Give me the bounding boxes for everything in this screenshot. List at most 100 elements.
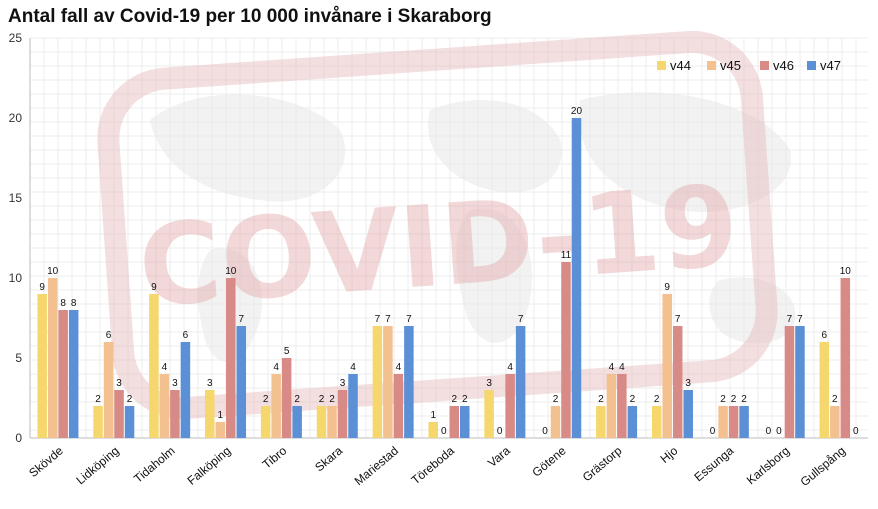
bar-v44 <box>428 422 438 438</box>
data-label: 0 <box>497 426 503 437</box>
bar-v47 <box>124 406 135 438</box>
bar-v45 <box>718 406 728 438</box>
x-tick-label: Vara <box>485 443 513 470</box>
bar-v46 <box>840 278 851 438</box>
x-tick-label: Tibro <box>260 443 290 471</box>
data-label: 4 <box>507 362 513 373</box>
x-tick-label: Götene <box>529 443 568 479</box>
data-label: 7 <box>406 314 412 325</box>
data-label: 2 <box>731 394 737 405</box>
data-label: 3 <box>116 378 122 389</box>
data-label: 6 <box>822 330 828 341</box>
data-label: 20 <box>571 106 583 117</box>
data-label: 7 <box>385 314 391 325</box>
x-tick-label: Falköping <box>185 444 234 488</box>
bar-v45 <box>383 326 393 438</box>
data-label: 2 <box>294 394 300 405</box>
bar-v45 <box>215 422 226 438</box>
bar-v44 <box>316 406 327 438</box>
data-label: 1 <box>430 410 436 421</box>
y-tick-label: 20 <box>9 111 23 125</box>
x-tick-label: Skövde <box>26 443 66 480</box>
data-label: 3 <box>486 378 492 389</box>
bar-v46 <box>226 278 236 438</box>
world-map-shape <box>578 92 792 212</box>
bar-v46 <box>337 390 348 438</box>
data-label: 3 <box>340 378 346 389</box>
bar-v47 <box>795 326 805 438</box>
bar-v47 <box>627 406 638 438</box>
bar-v44 <box>93 406 103 438</box>
legend-swatch-v46 <box>760 61 769 70</box>
bar-v47 <box>292 406 302 438</box>
bar-v44 <box>651 406 662 438</box>
data-label: 2 <box>553 394 559 405</box>
x-tick-label: Tidaholm <box>131 444 177 486</box>
data-label: 2 <box>127 394 133 405</box>
bar-v44 <box>819 342 830 438</box>
bar-v47 <box>683 390 693 438</box>
data-label: 0 <box>853 426 859 437</box>
x-tick-label: Skara <box>312 443 345 474</box>
data-label: 6 <box>106 330 112 341</box>
bar-v44 <box>37 294 47 438</box>
bar-v47 <box>404 326 414 438</box>
data-label: 7 <box>375 314 381 325</box>
covid-stamp-watermark: COVID-19 <box>97 30 796 420</box>
bar-v46 <box>617 374 627 438</box>
y-tick-label: 15 <box>9 191 23 205</box>
data-label: 4 <box>273 362 279 373</box>
bar-v45 <box>327 406 337 438</box>
bar-v46 <box>505 374 515 438</box>
data-label: 7 <box>239 314 245 325</box>
data-label: 9 <box>151 282 157 293</box>
data-label: 7 <box>797 314 803 325</box>
data-label: 9 <box>39 282 45 293</box>
x-tick-label: Lidköping <box>73 444 121 488</box>
data-label: 10 <box>225 266 237 277</box>
bar-v44 <box>149 294 159 438</box>
x-tick-label: Töreboda <box>409 443 458 487</box>
bar-v47 <box>571 118 582 438</box>
data-label: 0 <box>710 426 716 437</box>
data-label: 7 <box>787 314 793 325</box>
legend-label-v46: v46 <box>773 58 794 73</box>
legend-swatch-v47 <box>807 61 816 70</box>
bar-v46 <box>170 390 180 438</box>
y-tick-label: 25 <box>9 31 23 45</box>
x-tick-label: Gullspång <box>798 444 848 489</box>
data-label: 0 <box>441 426 447 437</box>
legend-swatch-v45 <box>707 61 716 70</box>
data-label: 4 <box>609 362 615 373</box>
legend-swatch-v44 <box>657 61 666 70</box>
data-label: 4 <box>162 362 168 373</box>
data-label: 2 <box>329 394 335 405</box>
x-tick-label: Grästorp <box>580 443 625 484</box>
legend: v44 v45 v46 v47 <box>657 58 841 73</box>
stamp-frame <box>97 30 778 420</box>
bar-v45 <box>662 294 672 438</box>
data-label: 7 <box>518 314 524 325</box>
data-label: 11 <box>561 250 572 261</box>
y-tick-label: 0 <box>15 431 22 445</box>
data-label: 9 <box>664 282 670 293</box>
bar-v46 <box>728 406 739 438</box>
bar-v44 <box>205 390 215 438</box>
y-tick-label: 5 <box>15 351 22 365</box>
bar-v46 <box>561 262 571 438</box>
data-label: 8 <box>71 298 77 309</box>
data-label: 2 <box>95 394 101 405</box>
bar-v44 <box>596 406 606 438</box>
bar-v45 <box>830 406 840 438</box>
data-label: 4 <box>396 362 402 373</box>
bar-v45 <box>550 406 561 438</box>
legend-label-v44: v44 <box>670 58 691 73</box>
data-label: 1 <box>218 410 224 421</box>
bar-v46 <box>784 326 795 438</box>
bar-v46 <box>393 374 404 438</box>
data-label: 8 <box>60 298 66 309</box>
data-label: 10 <box>840 266 852 277</box>
data-label: 5 <box>284 346 290 357</box>
